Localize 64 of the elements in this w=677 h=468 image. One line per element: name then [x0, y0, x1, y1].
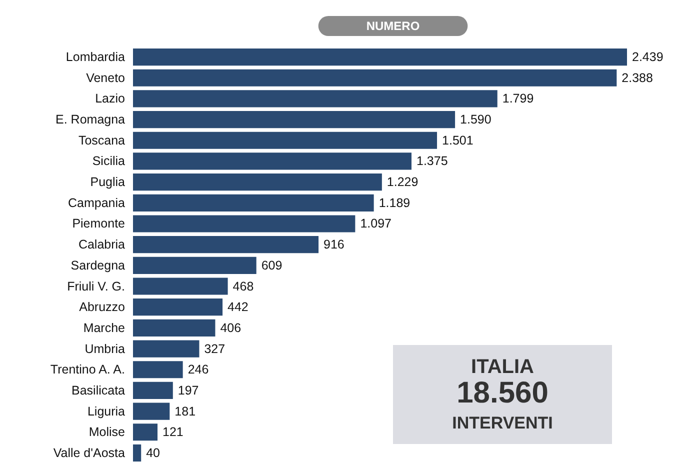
y-tick-label: Valle d'Aosta — [53, 446, 126, 460]
y-tick-label: Piemonte — [72, 216, 126, 231]
data-label: 916 — [324, 238, 344, 252]
data-label: 1.189 — [378, 196, 410, 210]
y-tick-label: Molise — [88, 425, 126, 440]
bar — [133, 278, 228, 295]
y-tick-label: Liguria — [87, 404, 126, 418]
data-label: 609 — [261, 258, 282, 272]
data-label: 327 — [204, 342, 226, 356]
data-label: 1.097 — [360, 216, 392, 231]
data-label: 2.388 — [622, 70, 653, 85]
data-label: 197 — [178, 383, 199, 398]
bar — [133, 215, 356, 232]
y-tick-label: Lazio — [95, 92, 126, 106]
y-tick-label: Friuli V. G. — [67, 279, 125, 294]
data-label: 246 — [188, 362, 209, 377]
y-tick-label: Marche — [83, 320, 126, 335]
data-label: 121 — [162, 425, 184, 440]
bar — [133, 69, 617, 86]
y-tick-label: Veneto — [86, 70, 126, 85]
data-label: 1.501 — [442, 133, 474, 148]
bar — [133, 361, 183, 378]
bar — [133, 194, 374, 212]
y-tick-label: Umbria — [84, 342, 126, 356]
bar — [133, 132, 438, 149]
data-label: 406 — [220, 320, 242, 335]
data-label: 2.439 — [632, 50, 664, 64]
data-label: 1.229 — [386, 175, 418, 190]
bar — [133, 424, 158, 441]
bar — [133, 48, 627, 66]
bar — [133, 174, 382, 191]
bar — [133, 444, 142, 462]
data-label: 1.590 — [460, 112, 492, 127]
annotation: 18.560 — [456, 376, 548, 410]
data-label: 1.799 — [502, 92, 534, 106]
bar — [133, 90, 498, 108]
chart-title: NUMERO — [366, 19, 420, 33]
bar — [133, 110, 456, 128]
y-tick-label: Abruzzo — [79, 300, 126, 314]
bar — [133, 402, 170, 420]
y-tick-label: Calabria — [78, 238, 126, 252]
y-tick-label: Sicilia — [92, 154, 126, 168]
data-label: 468 — [232, 279, 254, 294]
y-tick-label: Trentino A. A. — [50, 362, 125, 377]
y-tick-label: Sardegna — [70, 258, 126, 272]
bar — [133, 152, 412, 170]
annotation: INTERVENTI — [452, 414, 553, 432]
data-label: 40 — [146, 446, 160, 460]
bar — [133, 236, 319, 254]
bar — [133, 298, 223, 316]
y-tick-label: Puglia — [90, 175, 126, 190]
data-label: 181 — [174, 404, 196, 418]
bar — [133, 256, 256, 274]
y-tick-label: Toscana — [78, 133, 126, 148]
y-tick-label: Lombardia — [66, 50, 126, 64]
y-tick-label: Basilicata — [72, 383, 126, 398]
y-tick-label: Campania — [68, 196, 126, 210]
bar — [133, 340, 200, 358]
bar — [133, 319, 216, 336]
data-label: 442 — [228, 300, 248, 314]
annotation: ITALIA — [471, 356, 534, 378]
y-tick-label: E. Romagna — [56, 112, 126, 127]
data-label: 1.375 — [416, 154, 448, 168]
bar — [133, 382, 173, 400]
